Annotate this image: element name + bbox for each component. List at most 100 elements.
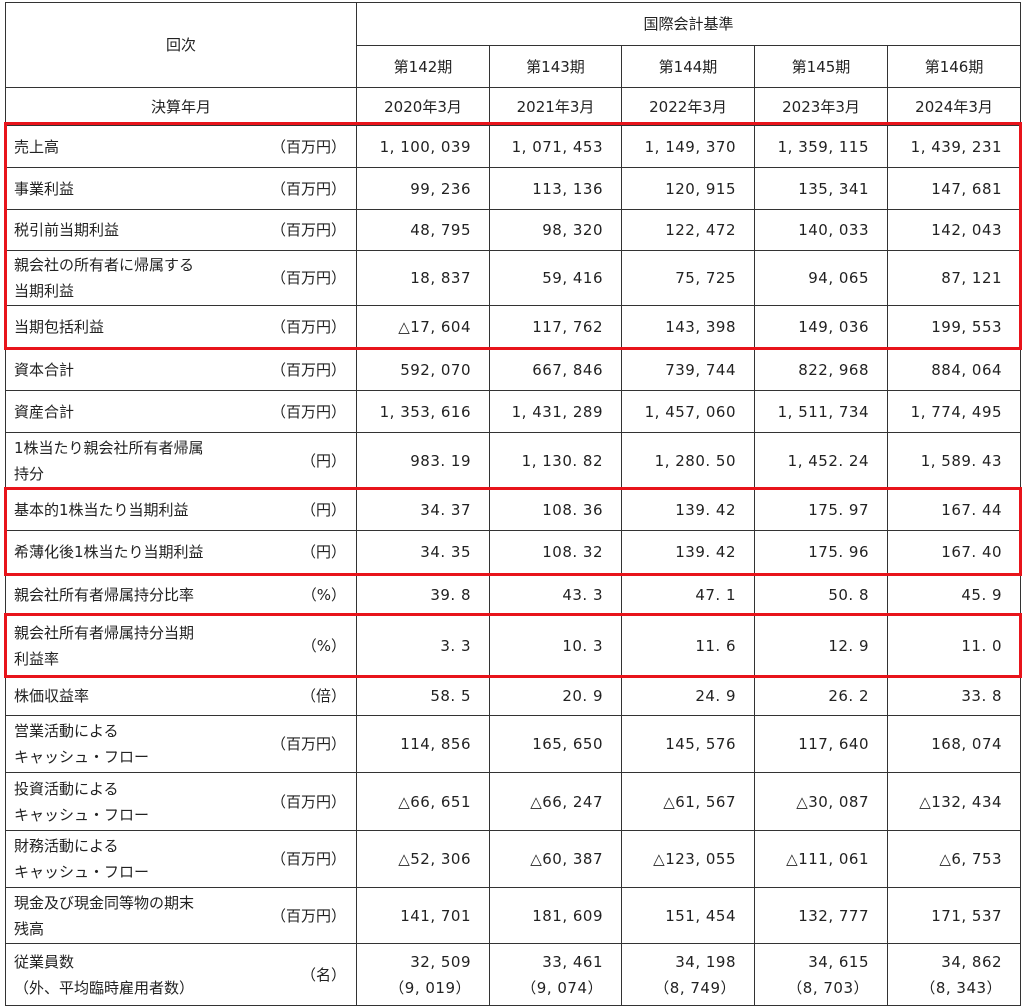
value-cell: △123, 055 — [621, 830, 755, 888]
unit: （倍） — [300, 686, 346, 705]
value-cell: △6, 753 — [886, 830, 1022, 888]
value-cell: 48, 795 — [356, 209, 490, 251]
value-cell: 24. 9 — [621, 675, 755, 716]
kessan-header: 決算年月 — [5, 87, 357, 126]
unit: （円） — [300, 500, 346, 519]
value-cell: 1, 100, 039 — [356, 125, 490, 168]
value: 34, 615 — [808, 952, 869, 971]
value-cell: 120, 915 — [621, 167, 755, 210]
row-label-line: 資産合計 — [14, 402, 75, 421]
value-cell: 132, 777 — [754, 887, 888, 944]
row-label-line: 財務活動による — [14, 837, 119, 855]
date-header: 2024年3月 — [886, 87, 1022, 126]
value-cell: 32, 509 （9, 019） — [356, 943, 490, 1006]
value-cell: 1, 431, 289 — [489, 390, 622, 433]
row-label-cell: 売上高 （百万円） — [5, 125, 357, 168]
value-cell: 87, 121 — [886, 250, 1022, 306]
value-cell: 59, 416 — [489, 250, 622, 306]
value-cell: △132, 434 — [886, 772, 1022, 831]
row-label-line: キャッシュ・フロー — [14, 748, 150, 766]
period-header: 第143期 — [489, 45, 622, 88]
row-label-line: 資本合計 — [14, 360, 75, 379]
value-cell: 983. 19 — [356, 432, 490, 489]
value-cell: 12. 9 — [754, 615, 888, 676]
unit: （百万円） — [270, 360, 346, 379]
value-cell: 75, 725 — [621, 250, 755, 306]
value-cell: 592, 070 — [356, 348, 490, 391]
table-row: 親会社所有者帰属持分当期 利益率 （%） 3. 3 10. 3 11. 6 12. 9 11.… — [5, 615, 1022, 676]
value-cell: 1, 439, 231 — [886, 125, 1022, 168]
sub-value: （9, 074） — [521, 978, 603, 997]
table-row: 当期包括利益 （百万円） △17, 604 117, 762 143, 398 149, … — [5, 305, 1022, 349]
value-cell: △52, 306 — [356, 830, 490, 888]
row-label-cell: 資本合計 （百万円） — [5, 348, 357, 391]
value-cell: 20. 9 — [489, 675, 622, 716]
value-cell: 1, 280. 50 — [621, 432, 755, 489]
value-cell: 99, 236 — [356, 167, 490, 210]
value-cell: 108. 36 — [489, 488, 622, 531]
value-cell: △111, 061 — [754, 830, 888, 888]
row-label-line: 希薄化後1株当たり当期利益 — [14, 543, 204, 561]
table-row: 資産合計 （百万円） 1, 353, 616 1, 431, 289 1, 457, 0… — [5, 390, 1022, 433]
unit: （百万円） — [270, 402, 346, 421]
value-cell: 114, 856 — [356, 715, 490, 773]
sub-value: （8, 343） — [920, 978, 1003, 997]
row-label-cell: 親会社の所有者に帰属する 当期利益 （百万円） — [5, 250, 357, 306]
table-row: 税引前当期利益 （百万円） 48, 795 98, 320 122, 472 140, 0… — [5, 209, 1022, 251]
row-label-line: 残高 — [14, 919, 45, 938]
value-cell: 33, 461 （9, 074） — [489, 943, 622, 1006]
value-cell: 1, 452. 24 — [754, 432, 888, 489]
value-cell: 33. 8 — [886, 675, 1022, 716]
row-label-cell: 財務活動による キャッシュ・フロー （百万円） — [5, 830, 357, 888]
table-row: 希薄化後1株当たり当期利益 （円） 34. 35 108. 32 139. 42 175.… — [5, 530, 1022, 574]
value-cell: △66, 247 — [489, 772, 622, 831]
value-cell: 149, 036 — [754, 305, 888, 349]
row-label-line: 親会社所有者帰属持分当期 — [14, 623, 195, 642]
value-cell: 98, 320 — [489, 209, 622, 251]
row-label-line: 事業利益 — [14, 179, 75, 198]
value-cell: 167. 40 — [886, 530, 1022, 574]
value-cell: △60, 387 — [489, 830, 622, 888]
table-row: 親会社の所有者に帰属する 当期利益 （百万円） 18, 837 59, 416 75, 7… — [5, 250, 1022, 306]
unit: （%） — [301, 585, 346, 604]
row-label-cell: 事業利益 （百万円） — [5, 167, 357, 210]
value-cell: 117, 762 — [489, 305, 622, 349]
row-label-line: 投資活動による — [14, 779, 119, 798]
value-cell: 142, 043 — [886, 209, 1022, 251]
table-row: 株価収益率 （倍） 58. 5 20. 9 24. 9 26. 2 33. 8 — [5, 675, 1022, 716]
value-cell: 108. 32 — [489, 530, 622, 574]
value: 34, 198 — [675, 952, 736, 971]
value-cell: 47. 1 — [621, 573, 755, 616]
value-cell: △66, 651 — [356, 772, 490, 831]
value-cell: 50. 8 — [754, 573, 888, 616]
unit: （円） — [300, 451, 346, 470]
value-cell: 1, 130. 82 — [489, 432, 622, 489]
standard-header: 国際会計基準 — [355, 2, 1022, 46]
value-cell: 1, 457, 060 — [621, 390, 755, 433]
row-label-cell: 資産合計 （百万円） — [5, 390, 357, 433]
date-header: 2023年3月 — [754, 87, 888, 126]
value-cell: 34. 37 — [356, 488, 490, 531]
value-cell: 1, 589. 43 — [886, 432, 1022, 489]
unit: （百万円） — [270, 221, 346, 239]
value-cell: 884, 064 — [886, 348, 1022, 391]
row-label-cell: 税引前当期利益 （百万円） — [5, 209, 357, 251]
row-label-cell: 1株当たり親会社所有者帰属 持分 （円） — [5, 432, 357, 489]
value-cell: 139. 42 — [621, 530, 755, 574]
value-cell: 145, 576 — [621, 715, 755, 773]
value-cell: 181, 609 — [489, 887, 622, 944]
row-label-line: 親会社所有者帰属持分比率 — [14, 585, 195, 604]
row-label-line: 株価収益率 — [14, 686, 90, 705]
value-cell: 34, 198 （8, 749） — [621, 943, 755, 1006]
table-row: 財務活動による キャッシュ・フロー （百万円） △52, 306 △60, 387 △12… — [5, 830, 1022, 888]
row-label-line: 基本的1株当たり当期利益 — [14, 500, 189, 519]
value-cell: 1, 071, 453 — [489, 125, 622, 168]
unit: （円） — [300, 543, 346, 561]
row-label-line: （外、平均臨時雇用者数） — [14, 978, 195, 997]
value-cell: 34, 862 （8, 343） — [886, 943, 1022, 1006]
unit: （百万円） — [270, 179, 346, 198]
date-header: 2020年3月 — [356, 87, 490, 126]
row-label-line: 税引前当期利益 — [14, 221, 120, 239]
value-cell: 147, 681 — [886, 167, 1022, 210]
row-label-line: 現金及び現金同等物の期末 — [14, 893, 195, 912]
